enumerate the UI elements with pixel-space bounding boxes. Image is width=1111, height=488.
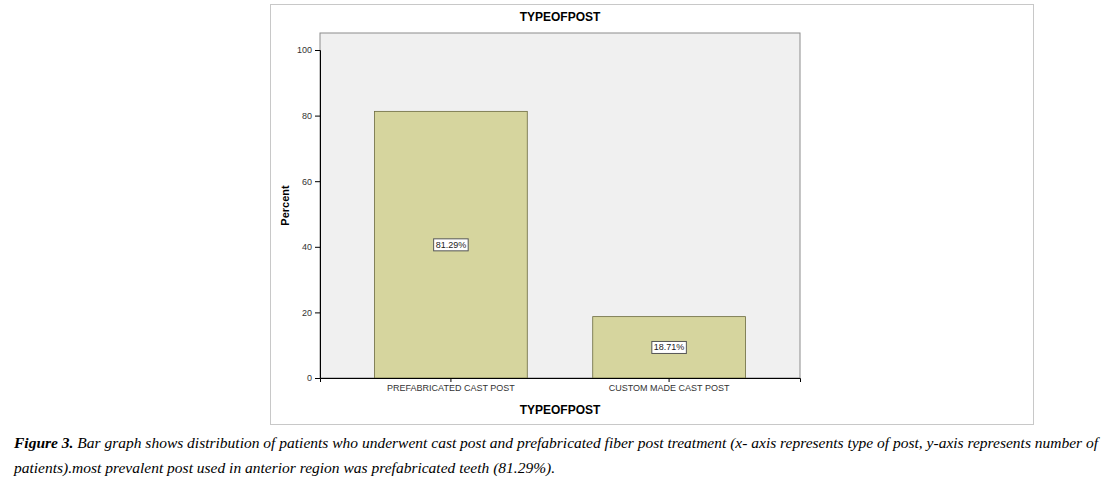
y-tick: 80 bbox=[302, 111, 320, 121]
bars bbox=[375, 111, 746, 378]
y-tick-label: 0 bbox=[307, 373, 312, 383]
y-tick-label: 80 bbox=[302, 111, 312, 121]
chart-title: TYPEOFPOST bbox=[520, 10, 601, 24]
bar bbox=[593, 317, 746, 378]
plot-frame bbox=[320, 33, 800, 378]
y-tick: 40 bbox=[302, 242, 320, 252]
y-tick-mark bbox=[315, 181, 320, 182]
y-tick-mark bbox=[315, 378, 320, 379]
y-tick-label: 100 bbox=[297, 45, 312, 55]
y-tick-label: 40 bbox=[302, 242, 312, 252]
x-tick-label: CUSTOM MADE CAST POST bbox=[609, 383, 730, 393]
y-tick-mark bbox=[315, 247, 320, 248]
y-axis: 0 20 40 60 80 100 bbox=[297, 45, 321, 383]
data-label: 18.71% bbox=[652, 341, 687, 353]
y-tick: 20 bbox=[302, 308, 320, 318]
y-axis-title: Percent bbox=[279, 185, 291, 226]
caption-label: Figure 3. bbox=[14, 434, 73, 451]
y-tick-label: 20 bbox=[302, 308, 312, 318]
data-label-box bbox=[652, 341, 687, 353]
x-tick-label: PREFABRICATED CAST POST bbox=[387, 383, 515, 393]
y-tick-mark bbox=[315, 116, 320, 117]
y-tick-label: 60 bbox=[302, 177, 312, 187]
y-tick: 60 bbox=[302, 177, 320, 187]
y-tick: 0 bbox=[307, 373, 320, 383]
x-tick-mark bbox=[669, 378, 670, 382]
data-label-text: 18.71% bbox=[654, 342, 685, 352]
bar bbox=[375, 111, 528, 378]
x-axis: PREFABRICATED CAST POST CUSTOM MADE CAST … bbox=[321, 378, 801, 393]
x-tick-mark bbox=[450, 378, 451, 382]
y-axis-line bbox=[315, 51, 321, 379]
caption: Figure 3. Bar graph shows distribution o… bbox=[14, 430, 1102, 480]
space bbox=[73, 434, 77, 451]
x-tick: CUSTOM MADE CAST POST bbox=[609, 378, 730, 393]
x-axis-title: TYPEOFPOST bbox=[520, 403, 601, 417]
x-tick: PREFABRICATED CAST POST bbox=[387, 378, 515, 393]
y-tick-mark bbox=[315, 312, 320, 313]
data-label-text: 81.29% bbox=[436, 240, 467, 250]
caption-text: Bar graph shows distribution of patients… bbox=[14, 434, 1098, 476]
y-tick-mark bbox=[315, 50, 320, 51]
data-label-box bbox=[434, 239, 469, 251]
data-labels: 81.29% 18.71% bbox=[434, 239, 687, 354]
data-label: 81.29% bbox=[434, 239, 469, 251]
y-tick: 100 bbox=[297, 45, 320, 55]
chart-frame bbox=[271, 5, 1034, 425]
x-axis-line bbox=[321, 379, 801, 383]
